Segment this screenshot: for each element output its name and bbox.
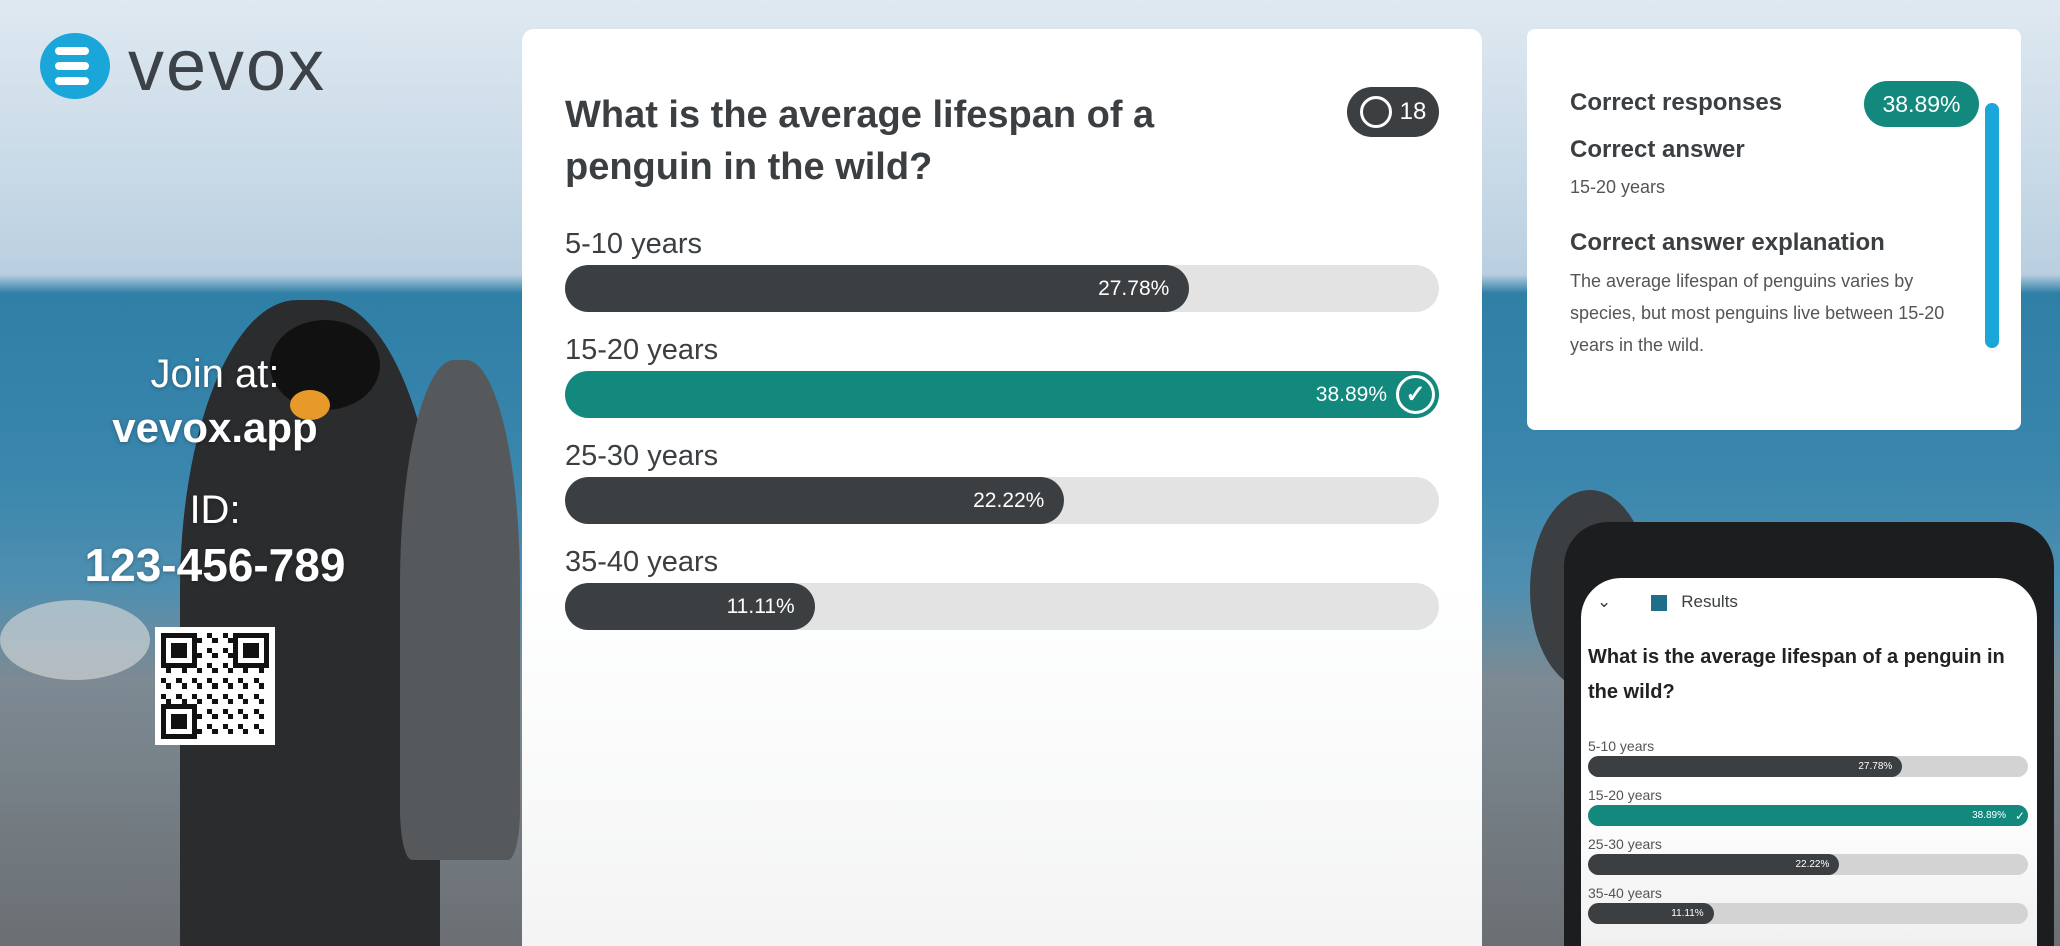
phone-results-header: Results [1681,592,1738,611]
phone-option-label: 5-10 years [1588,738,1655,754]
phone-answer-option: 35-40 years 11.11% [1588,885,2028,924]
phone-option-label: 35-40 years [1588,885,1662,901]
participant-count-badge: 18 [1347,87,1439,137]
result-bar-track: 27.78% [565,265,1439,312]
option-label: 35-40 years [565,546,719,578]
check-icon: ✓ [1396,375,1435,414]
participants-icon [1359,96,1392,128]
answer-option: 15-20 years 38.89% ✓ [565,331,1439,418]
qr-code [155,627,275,745]
chevron-down-icon[interactable]: ⌄ [1597,592,1612,611]
phone-mockup: ⌄ Results What is the average lifespan o… [1564,522,2054,946]
phone-result-percent: 11.11% [1671,908,1704,919]
result-bar-track: 22.22% [565,477,1439,524]
results-card: What is the average lifespan of a pengui… [522,29,1482,946]
phone-bar-track: 11.11% [1588,903,2028,924]
result-percent: 27.78% [1098,276,1170,300]
option-label: 5-10 years [565,228,703,260]
id-label: ID: [189,488,241,532]
phone-bar-track: 38.89% ✓ [1588,805,2028,826]
answer-option: 5-10 years 27.78% [565,225,1439,312]
result-bar-track: 11.11% [565,583,1439,630]
phone-result-bar: 38.89% ✓ [1588,805,2028,826]
question-title: What is the average lifespan of a pengui… [565,94,1155,188]
option-label: 25-30 years [565,440,719,472]
phone-result-bar: 11.11% [1588,903,1714,924]
explanation-text: The average lifespan of penguins varies … [1570,271,1945,355]
result-percent: 22.22% [973,488,1045,512]
answer-panel: Correct responses 38.89% Correct answer … [1527,29,2021,430]
result-bar-track: 38.89% ✓ [565,371,1439,418]
answer-option: 35-40 years 11.11% [565,543,1439,630]
participant-count: 18 [1399,98,1427,125]
phone-question: What is the average lifespan of a pengui… [1588,646,2005,703]
option-label: 15-20 years [565,334,719,366]
phone-answer-option: 5-10 years 27.78% [1588,738,2028,777]
result-percent: 11.11% [726,594,795,618]
phone-result-percent: 22.22% [1795,859,1830,870]
phone-answer-option: 15-20 years 38.89% ✓ [1588,787,2028,826]
phone-bar-track: 27.78% [1588,756,2028,777]
join-url[interactable]: vevox.app [112,404,318,451]
phone-result-percent: 38.89% [1972,810,2006,821]
phone-bar-track: 22.22% [1588,854,2028,875]
result-bar: 27.78% [565,265,1190,312]
phone-answer-option: 25-30 years 22.22% [1588,836,2028,875]
correct-answer: 15-20 years [1570,177,1666,197]
result-bar: 38.89% [565,371,1439,418]
scrollbar[interactable] [1985,103,1999,348]
results-chart-icon [1651,594,1668,611]
result-bar: 22.22% [565,477,1065,524]
phone-result-bar: 22.22% [1588,854,1840,875]
brand-name: vevox [128,26,327,106]
correct-responses-badge: 38.89% [1864,81,1979,127]
phone-result-percent: 27.78% [1858,761,1893,772]
phone-option-label: 25-30 years [1588,836,1662,852]
phone-result-bar: 27.78% [1588,756,1903,777]
join-label: Join at: [150,352,280,396]
vevox-logo: vevox [40,30,326,102]
result-bar: 11.11% [565,583,815,630]
phone-option-label: 15-20 years [1588,787,1662,803]
phone-screen: ⌄ Results What is the average lifespan o… [1581,578,2037,946]
explanation-label: Correct answer explanation [1570,229,1885,256]
result-percent: 38.89% [1315,382,1387,406]
check-icon: ✓ [2014,808,2025,823]
correct-responses-label: Correct responses [1570,89,1783,116]
session-id: 123-456-789 [84,539,346,591]
vevox-logo-icon [40,33,110,99]
answer-option: 25-30 years 22.22% [565,437,1439,524]
correct-answer-label: Correct answer [1570,136,1745,163]
